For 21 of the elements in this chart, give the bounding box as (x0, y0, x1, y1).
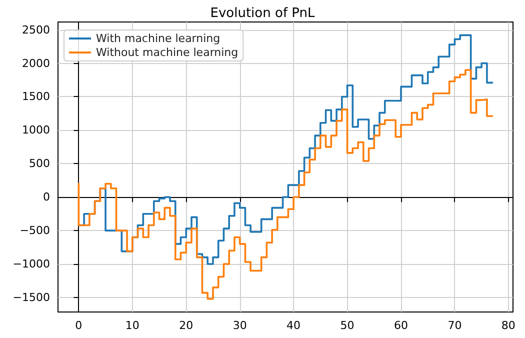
y-tick-label: 2500 (22, 23, 50, 36)
y-tick-label: 0 (43, 190, 50, 204)
x-tick-label: 50 (340, 319, 354, 332)
x-tick-label: 10 (125, 319, 140, 332)
x-tick-label: 30 (232, 319, 247, 332)
x-tick-label: 60 (394, 319, 408, 332)
x-tick-label: 70 (448, 319, 462, 332)
x-tick-label: 80 (501, 319, 516, 332)
legend-label: With machine learning (96, 32, 220, 45)
y-tick-label: −1500 (12, 290, 50, 304)
y-tick-label: 1000 (22, 124, 50, 137)
y-tick-label: 2000 (22, 56, 50, 70)
y-tick-label: 500 (29, 157, 50, 170)
x-tick-label: 0 (75, 319, 82, 332)
x-tick-label: 20 (179, 319, 194, 332)
x-tick-label: 40 (286, 319, 301, 332)
legend-label: Without machine learning (96, 46, 238, 59)
chart-title: Evolution of PnL (210, 6, 316, 21)
y-tick-label: −500 (20, 224, 50, 238)
y-tick-label: 1500 (22, 90, 50, 104)
y-tick-label: −1000 (12, 258, 50, 271)
